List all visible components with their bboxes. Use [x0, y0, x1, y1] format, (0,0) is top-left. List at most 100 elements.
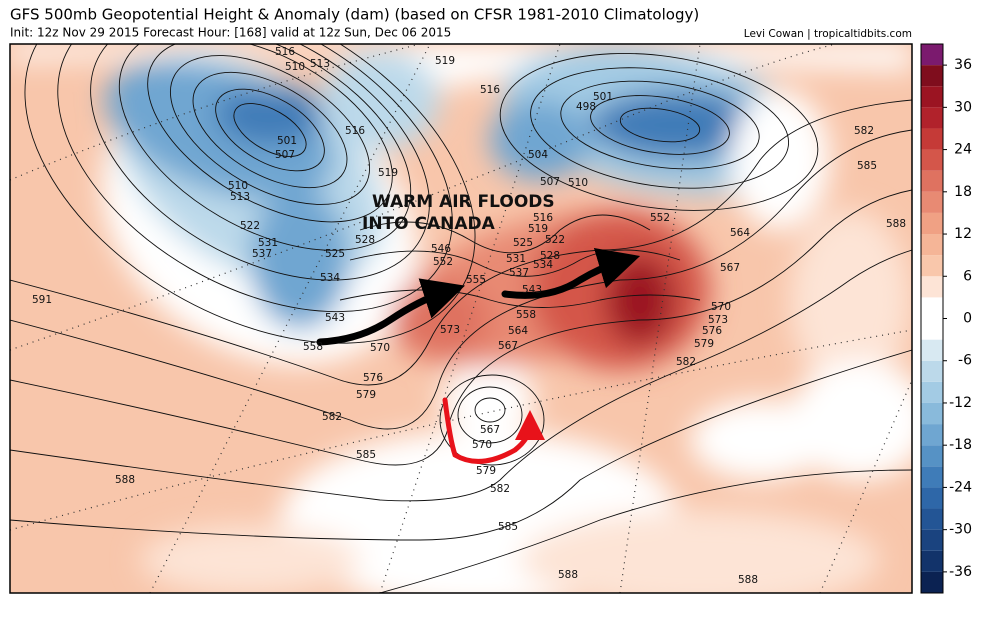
colorbar-tick-label: 12 [954, 226, 972, 242]
contour-label: 588 [115, 474, 135, 486]
colorbar-tick-label: -18 [949, 437, 972, 453]
colorbar-band [921, 86, 943, 108]
red-arrow [442, 397, 545, 464]
colorbar-tick-label: 0 [963, 311, 972, 327]
colorbar-band [921, 255, 943, 277]
contour-label: 537 [509, 267, 529, 279]
colorbar-band [921, 466, 943, 488]
annotation: WARM AIR FLOODS INTO CANADA [362, 192, 555, 234]
contour-label: 558 [516, 309, 536, 321]
contour-label: 576 [702, 325, 722, 337]
colorbar-band [921, 424, 943, 446]
arrow [316, 278, 465, 346]
contour-label: 567 [480, 424, 500, 436]
contour-label: 555 [466, 274, 486, 286]
contour-label: 582 [676, 356, 696, 368]
contour-label: 543 [522, 284, 542, 296]
map-frame [9, 43, 913, 594]
colorbar-band [921, 360, 943, 382]
colorbar-tick-label: 24 [954, 142, 972, 158]
contour-label: 498 [576, 101, 596, 113]
subtitle: Init: 12z Nov 29 2015 Forecast Hour: [16… [10, 26, 451, 40]
contour-label: 507 [275, 149, 295, 161]
contour-label: 582 [322, 411, 342, 423]
contour-label: 513 [310, 58, 330, 70]
colorbar-tick-label: -6 [958, 353, 972, 369]
contour-label: 564 [730, 227, 750, 239]
contour-label: 507 [540, 176, 560, 188]
colorbar-band [921, 107, 943, 129]
contour-label: 531 [258, 237, 278, 249]
colorbar-tick-label: 30 [954, 99, 972, 115]
contour-label: 525 [513, 237, 533, 249]
contour-label: 582 [490, 483, 510, 495]
credit: Levi Cowan | tropicaltidbits.com [744, 28, 912, 40]
contour-label: 513 [230, 191, 250, 203]
contour-label: 510 [568, 177, 588, 189]
colorbar-band [921, 402, 943, 425]
contour-label: 534 [320, 272, 340, 284]
height-contours [10, 44, 912, 593]
contour-label: 579 [694, 338, 714, 350]
contour-label: 519 [435, 55, 455, 67]
contour-label: 510 [228, 180, 248, 192]
contour-label: 579 [356, 389, 376, 401]
contour-label: 576 [363, 372, 383, 384]
colorbar-band [921, 381, 943, 403]
colorbar-tick-label: -24 [949, 479, 972, 495]
contour-label: 588 [558, 569, 578, 581]
contour-label: 525 [325, 248, 345, 260]
arrow [501, 247, 641, 299]
contour-label: 546 [431, 243, 451, 255]
contour-label: 543 [325, 312, 345, 324]
contour-label: 528 [540, 250, 560, 262]
graticule [10, 44, 912, 593]
contour-label: 501 [277, 135, 297, 147]
colorbar-band [921, 212, 943, 235]
contour-label: 558 [303, 341, 323, 353]
colorbar-band [921, 571, 943, 593]
contour-label: 573 [708, 314, 728, 326]
contour-label: 531 [506, 253, 526, 265]
colorbar-band [921, 297, 943, 319]
colorbar-band [921, 65, 943, 87]
colorbar-tick-label: -36 [949, 564, 972, 580]
contour-label: 585 [498, 521, 518, 533]
colorbar-band [921, 508, 943, 530]
colorbar-band [921, 529, 943, 551]
contour-label: 588 [738, 574, 758, 586]
contour-label: 516 [480, 84, 500, 96]
colorbar-band [921, 318, 943, 340]
contour-label: 519 [528, 223, 548, 235]
colorbar-band [921, 550, 943, 572]
contour-label: 528 [355, 234, 375, 246]
contour-label: 516 [275, 46, 295, 58]
contour-label: 591 [32, 294, 52, 306]
colorbar-band [921, 149, 943, 171]
colorbar-band [921, 234, 943, 256]
contour-label: 588 [886, 218, 906, 230]
contour-label: 567 [498, 340, 518, 352]
contour-label: 516 [533, 212, 553, 224]
colorbar-band [921, 191, 943, 213]
contour-label: 552 [433, 256, 453, 268]
contour-label: 579 [476, 465, 496, 477]
contour-label: 552 [650, 212, 670, 224]
colorbar-tick-label: -30 [949, 522, 972, 538]
contour-label: 582 [854, 125, 874, 137]
contour-label: 516 [345, 125, 365, 137]
contour-label: 522 [545, 234, 565, 246]
contour-label: 501 [593, 91, 613, 103]
colorbar-band [921, 128, 943, 150]
contour-label: 564 [508, 325, 528, 337]
colorbar-band [921, 276, 943, 298]
colorbar-band [921, 445, 943, 467]
contour-label: 519 [378, 167, 398, 179]
contour-label: 585 [857, 160, 877, 172]
contour-label: 522 [240, 220, 260, 232]
contour-label: 534 [533, 259, 553, 271]
